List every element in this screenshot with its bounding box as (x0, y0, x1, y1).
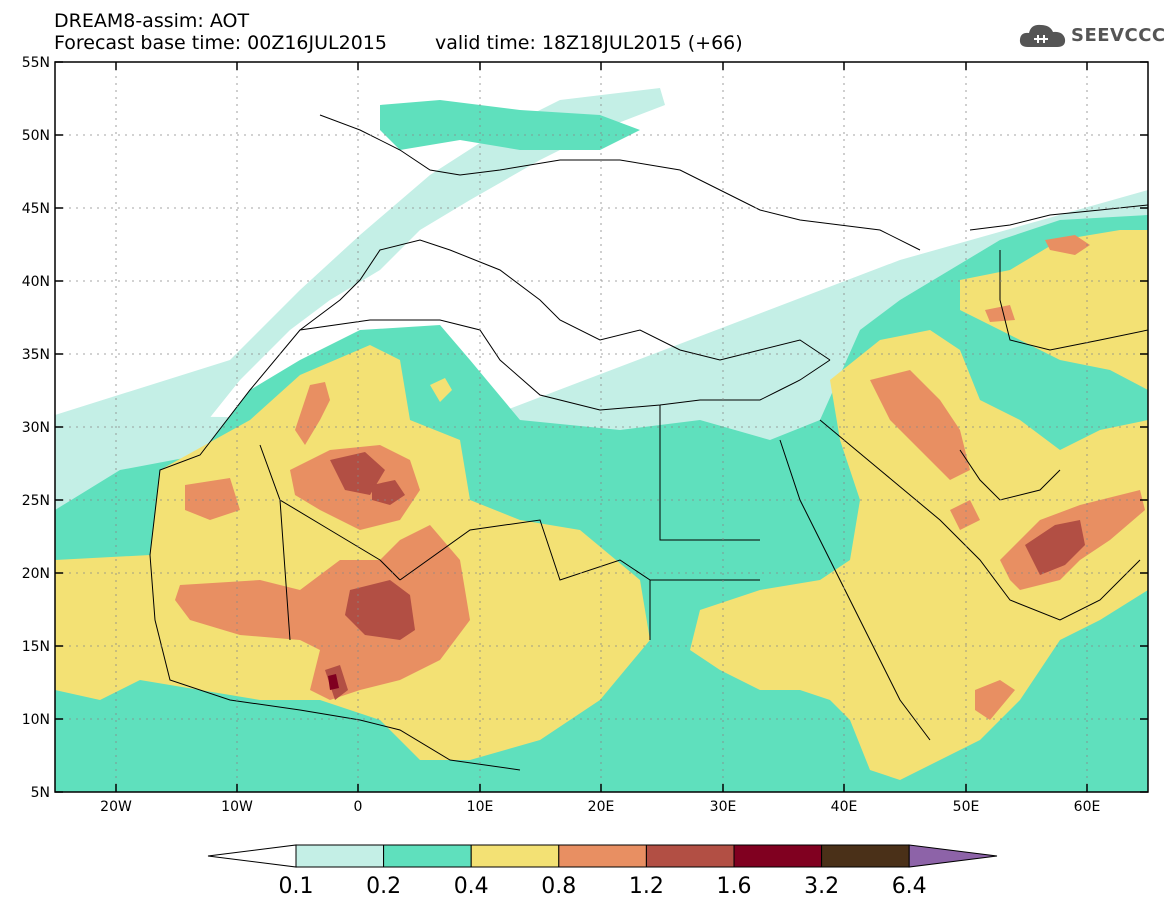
colorbar-labels: 0.1 0.2 0.4 0.8 1.2 1.6 3.2 6.4 (279, 874, 927, 899)
lon-label: 40E (831, 799, 858, 815)
lon-label: 0 (354, 799, 363, 815)
colorbar-label: 1.6 (717, 874, 752, 899)
lon-label: 50E (953, 799, 980, 815)
lat-label: 55N (22, 55, 50, 71)
map-title: DREAM8-assim: AOT (54, 10, 250, 32)
lon-label: 10W (221, 799, 253, 815)
axis-ticks (55, 61, 1148, 793)
colorbar-over-arrow (908, 844, 998, 868)
lat-label: 50N (22, 128, 50, 144)
lat-label: 15N (22, 639, 50, 655)
lat-label: 25N (22, 493, 50, 509)
aot-band-0.4 (55, 230, 1148, 780)
valid-time-text: valid time: 18Z18JUL2015 (+66) (434, 32, 743, 54)
colorbar-label: 0.2 (366, 874, 401, 899)
coastlines (149, 114, 1148, 771)
graticule (55, 62, 1148, 792)
cloud-icon (1019, 24, 1066, 47)
colorbar-label: 1.2 (629, 874, 664, 899)
colorbar-swatch (733, 844, 823, 868)
lon-label: 60E (1074, 799, 1101, 815)
colorbar-label: 6.4 (892, 874, 927, 899)
lat-label: 45N (22, 201, 50, 217)
colorbar-swatch (470, 844, 560, 868)
colorbar-label: 3.2 (804, 874, 839, 899)
lat-label: 5N (31, 785, 50, 801)
colorbar-swatch (645, 844, 735, 868)
lat-label: 40N (22, 274, 50, 290)
colorbar-swatch (383, 844, 472, 868)
colorbar-swatch (558, 844, 647, 868)
lat-label: 10N (22, 712, 50, 728)
lon-label: 10E (467, 799, 494, 815)
colorbar-label: 0.4 (454, 874, 489, 899)
colorbar-swatch (821, 844, 910, 868)
colorbar-under-arrow (207, 844, 297, 868)
lat-label: 20N (22, 566, 50, 582)
lon-label: 20W (100, 799, 132, 815)
logo-text: SEEVCCC (1071, 24, 1165, 46)
lat-label: 35N (22, 347, 50, 363)
lon-label: 30E (710, 799, 737, 815)
lon-label: 20E (588, 799, 615, 815)
colorbar (207, 844, 998, 868)
base-time-text: Forecast base time: 00Z16JUL2015 (54, 32, 387, 54)
colorbar-label: 0.8 (541, 874, 576, 899)
forecast-times: Forecast base time: 00Z16JUL2015 valid ti… (54, 32, 743, 54)
colorbar-label: 0.1 (279, 874, 314, 899)
aot-band-1.6 (328, 674, 339, 690)
seevccc-logo: SEEVCCC (1018, 20, 1165, 50)
lat-label: 30N (22, 420, 50, 436)
colorbar-swatch (295, 844, 385, 868)
lat-labels: 55N 50N 45N 40N 35N 30N 25N 20N 15N 10N … (22, 55, 50, 801)
lon-labels: 20W 10W 0 10E 20E 30E 40E 50E 60E (100, 799, 1100, 815)
